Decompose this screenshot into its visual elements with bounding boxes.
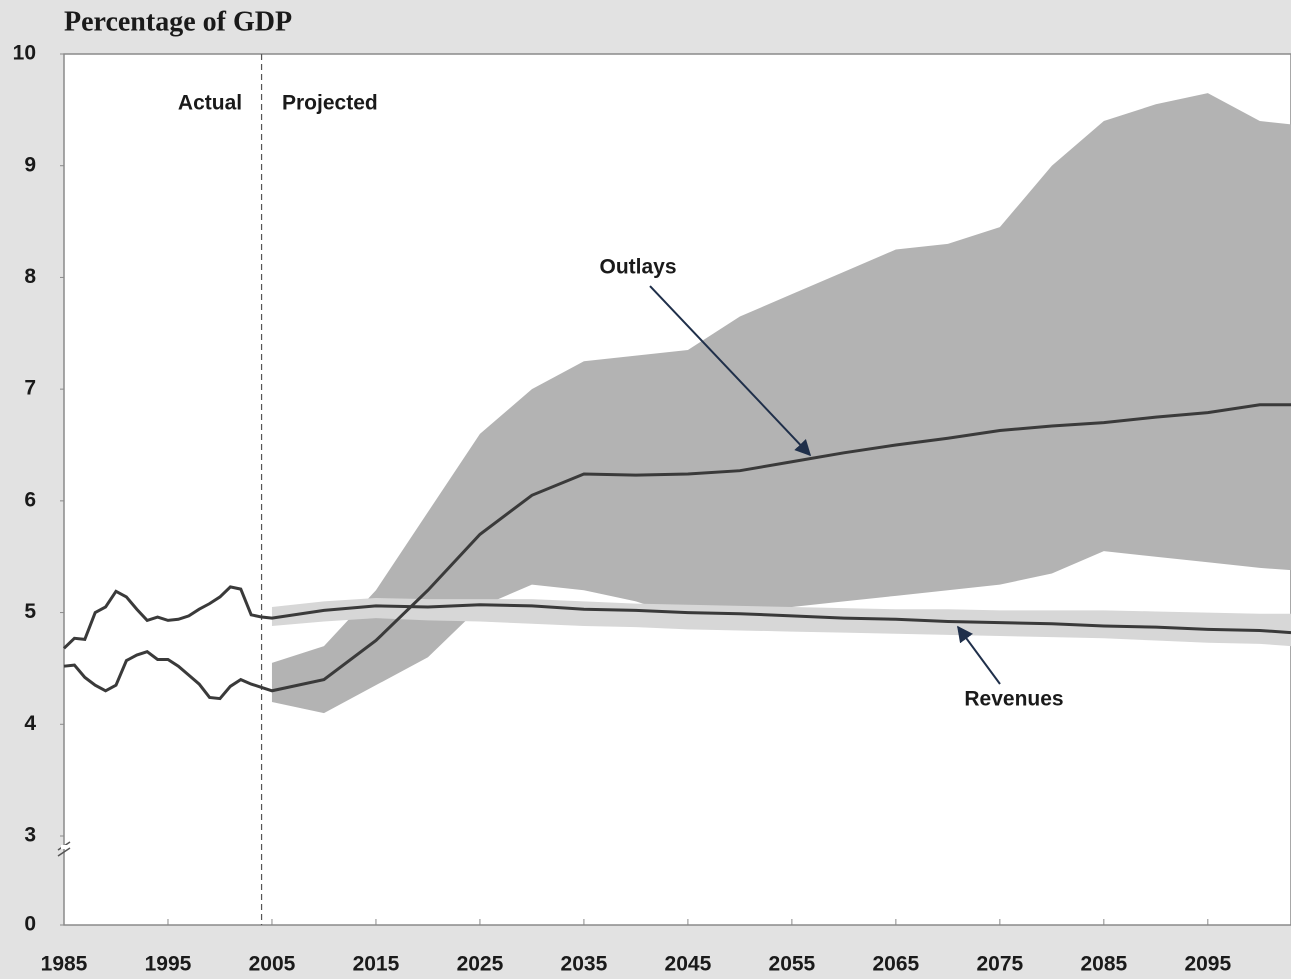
x-tick-label: 2085 (1080, 953, 1127, 976)
y-tick-label: 8 (24, 265, 36, 288)
series-line (63, 403, 1291, 701)
annotation: Projected (282, 92, 378, 115)
axis-break-gap (61, 845, 67, 849)
y-tick-label: 5 (24, 600, 36, 623)
y-tick-label: 3 (24, 824, 36, 847)
x-tick-label: 2035 (561, 953, 608, 976)
x-tick-label: 1995 (145, 953, 192, 976)
y-tick-label: 10 (13, 42, 36, 65)
plot-layer (62, 54, 1291, 925)
range-band (271, 93, 1291, 714)
x-tick-label: 2015 (353, 953, 400, 976)
y-tick-label: 7 (24, 377, 36, 400)
annotation: Actual (178, 92, 242, 115)
x-tick-label: 2095 (1184, 953, 1231, 976)
y-tick-label: 6 (24, 488, 36, 511)
x-tick-label: 2045 (665, 953, 712, 976)
x-tick-label: 2075 (976, 953, 1023, 976)
y-tick-label: 4 (24, 712, 36, 735)
annotation-arrow (957, 625, 1001, 685)
annotation-arrow (649, 285, 812, 457)
annotation: Outlays (599, 256, 676, 279)
y-tick-label: 9 (24, 153, 36, 176)
x-tick-label: 1985 (41, 953, 88, 976)
series-line (62, 585, 1291, 650)
y-tick-label: 0 (24, 913, 36, 936)
x-tick-label: 2025 (457, 953, 504, 976)
y-axis-title: Percentage of GDP (64, 6, 292, 37)
x-tick-label: 2055 (769, 953, 816, 976)
x-tick-label: 2005 (249, 953, 296, 976)
annotation: Revenues (964, 688, 1063, 711)
x-tick-label: 2065 (873, 953, 920, 976)
range-band (271, 598, 1291, 647)
